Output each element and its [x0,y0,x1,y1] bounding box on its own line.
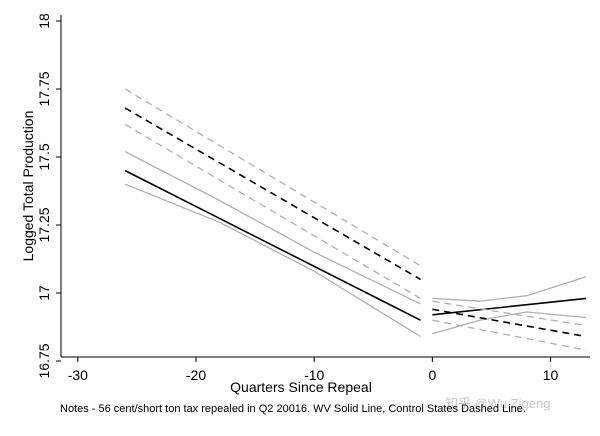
series-line [432,319,587,351]
y-tick-label: 17 [36,285,52,301]
chart-note: Notes - 56 cent/short ton tax repealed i… [60,403,526,415]
series-line [124,183,421,338]
series-line [432,276,587,302]
x-tick-label: -20 [186,367,206,383]
y-tick-label: 16.75 [36,343,52,378]
y-tick-label: 17.75 [36,71,52,106]
series-line [124,169,421,321]
x-axis-ticks: -30 -20 -10 0 10 [68,357,559,383]
x-tick-label: -30 [68,367,88,383]
x-tick-label: -10 [304,367,324,383]
series-line [124,107,421,281]
y-tick-label: 17.25 [36,207,52,242]
y-tick-label: 18 [36,13,52,29]
series-line [124,151,421,305]
watermark-text: 知乎 @Wu Zigeng [445,396,550,411]
series-line [124,123,421,299]
x-tick-label: 0 [428,367,436,383]
y-axis-title: Logged Total Production [20,111,36,262]
series-line [432,308,587,338]
series-line [124,88,421,267]
series-line [432,300,587,327]
y-tick-label: 17.5 [36,143,52,170]
y-axis-ticks: 16.75 17 17.25 17.5 17.75 18 [36,13,61,379]
series-line [432,311,587,335]
series-line [432,297,587,316]
x-tick-label: 10 [543,367,559,383]
x-axis-title: Quarters Since Repeal [230,379,372,395]
series-layer [124,88,587,351]
plot-area [60,15,590,358]
